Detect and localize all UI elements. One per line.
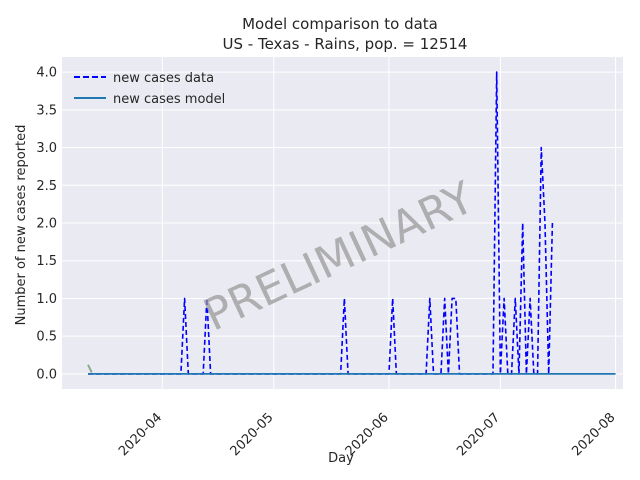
y-tick-labels: 0.0 0.5 1.0 1.5 2.0 2.5 3.0 3.5 4.0	[36, 66, 57, 383]
series-layer	[87, 71, 616, 375]
y-tick-label: 2.5	[36, 179, 57, 194]
x-axis-label: Day	[328, 451, 354, 466]
series-line-extra-mark	[87, 364, 93, 373]
grid	[62, 57, 623, 389]
y-tick-label: 1.0	[36, 292, 57, 307]
y-tick-label: 1.5	[36, 254, 57, 269]
y-tick-label: 3.0	[36, 141, 57, 156]
y-tick-label: 0.0	[36, 367, 57, 382]
y-tick-label: 3.5	[36, 103, 57, 118]
legend: new cases data new cases model	[74, 71, 225, 107]
legend-label-model: new cases model	[113, 92, 225, 107]
y-axis-label: Number of new cases reported	[14, 125, 29, 326]
y-tick-label: 4.0	[36, 66, 57, 81]
chart-title-line2: US - Texas - Rains, pop. = 12514	[223, 35, 468, 53]
y-tick-label: 2.0	[36, 217, 57, 232]
chart-title-line1: Model comparison to data	[242, 15, 438, 33]
legend-label-data: new cases data	[113, 71, 214, 86]
y-tick-label: 0.5	[36, 330, 57, 345]
